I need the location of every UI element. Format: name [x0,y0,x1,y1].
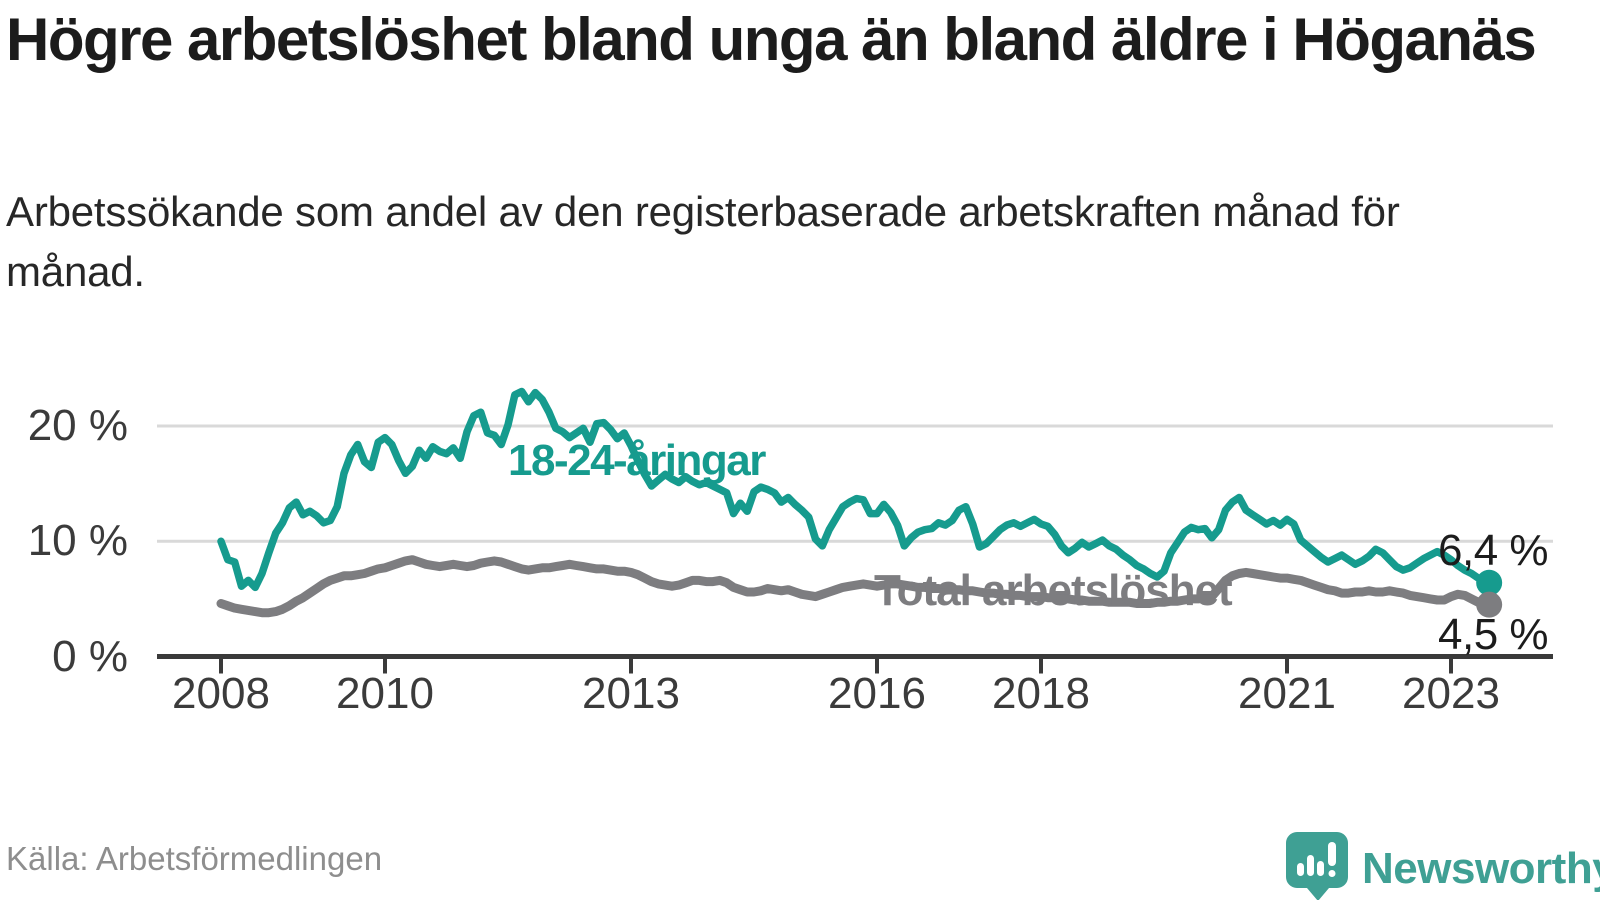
series-end-dot [1476,569,1503,596]
end-value-label-youth: 6,4 % [1438,526,1549,575]
x-axis-label: 2021 [1238,669,1336,718]
source-note: Källa: Arbetsförmedlingen [6,840,383,877]
x-axis-label: 2023 [1402,669,1500,718]
y-axis-label: 0 % [52,631,128,681]
x-axis-label: 2013 [582,669,680,718]
page-title: Högre arbetslöshet bland unga än bland ä… [6,6,1537,73]
y-axis-label: 10 % [27,516,128,566]
y-axis-label: 20 % [27,401,128,451]
series-label-total: Total arbetslöshet [874,566,1233,615]
series-line [217,387,1489,592]
chart-subtitle: Arbetssökande som andel av den registerb… [6,188,1400,295]
newsworthy-branding: Newsworthy [1284,830,1600,900]
x-axis-label: 2016 [828,669,926,718]
x-axis-label: 2008 [172,669,270,718]
newsworthy-wordmark: Newsworthy [1362,843,1600,893]
series-line [216,555,1490,618]
x-axis-label: 2010 [336,669,434,718]
newsworthy-logo-icon [1284,830,1350,900]
end-value-label-total: 4,5 % [1438,610,1549,659]
series-end-dot [1476,591,1503,618]
x-axis-label: 2018 [992,669,1090,718]
series-label-youth: 18-24-åringar [508,436,766,485]
